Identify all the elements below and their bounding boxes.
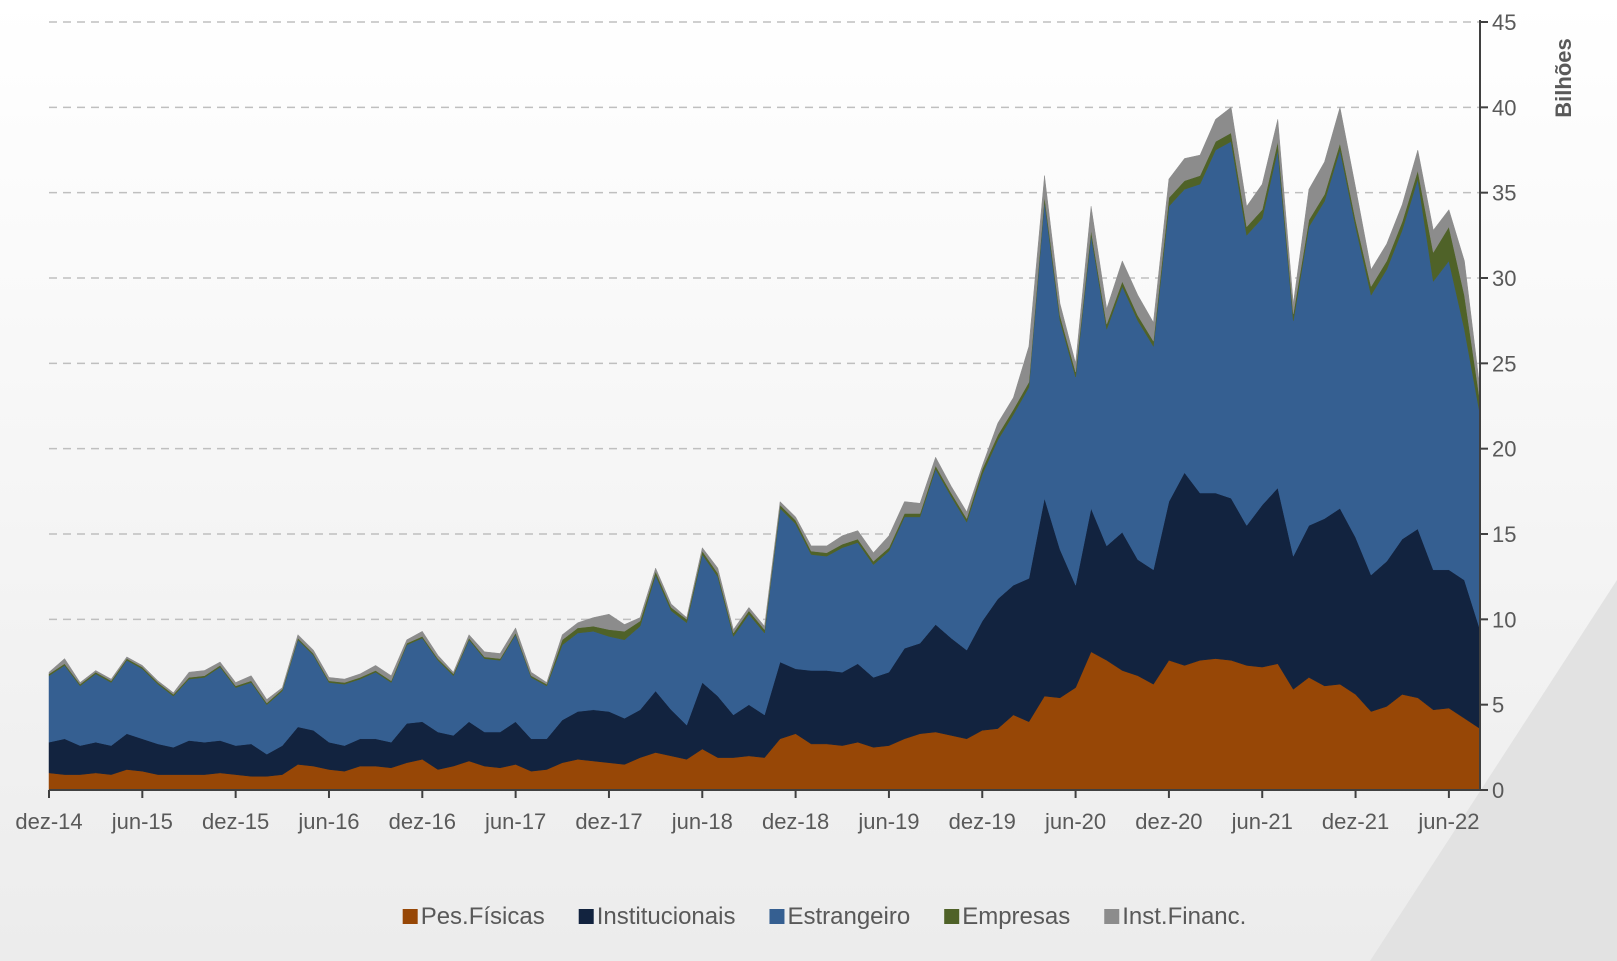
x-tick-label: dez-20 [1135, 809, 1202, 834]
legend-swatch [1104, 909, 1120, 924]
x-tick-label: jun-16 [297, 809, 359, 834]
legend-label: Empresas [962, 903, 1070, 930]
legend-swatch [944, 909, 960, 924]
y-tick-label: 40 [1492, 95, 1516, 120]
y-tick-label: 25 [1492, 351, 1516, 376]
x-tick-label: dez-16 [389, 809, 456, 834]
x-tick-label: jun-20 [1044, 809, 1106, 834]
legend-label: Pes.Físicas [421, 903, 545, 930]
x-tick-label: dez-15 [202, 809, 269, 834]
legend-label: Inst.Financ. [1122, 903, 1246, 930]
y-tick-label: 20 [1492, 437, 1516, 462]
x-tick-label: dez-19 [949, 809, 1016, 834]
y-tick-label: 35 [1492, 181, 1516, 206]
x-tick-label: dez-18 [762, 809, 829, 834]
y-tick-label: 15 [1492, 522, 1516, 547]
legend-swatch [769, 909, 785, 924]
x-tick-label: jun-21 [1231, 809, 1293, 834]
x-tick-label: dez-21 [1322, 809, 1389, 834]
y-tick-label: 0 [1492, 778, 1504, 803]
x-tick-label: jun-15 [111, 809, 173, 834]
legend-label: Estrangeiro [787, 903, 910, 930]
y-tick-label: 5 [1492, 693, 1504, 718]
x-tick-label: dez-14 [15, 809, 82, 834]
y-axis-title: Bilhões [1551, 38, 1576, 117]
x-tick-label: dez-17 [575, 809, 642, 834]
x-tick-label: jun-19 [857, 809, 919, 834]
legend-swatch [578, 909, 594, 924]
y-tick-label: 10 [1492, 607, 1516, 632]
legend: Pes.Físicas Institucionais Estrangeiro Empr… [402, 903, 1246, 930]
y-tick-label: 45 [1492, 10, 1516, 35]
legend-swatch [402, 909, 418, 924]
decoration [1370, 580, 1617, 961]
y-tick-label: 30 [1492, 266, 1516, 291]
x-tick-label: jun-22 [1417, 809, 1479, 834]
x-tick-label: jun-18 [671, 809, 733, 834]
x-tick-label: jun-17 [484, 809, 546, 834]
legend-label: Institucionais [597, 903, 736, 930]
